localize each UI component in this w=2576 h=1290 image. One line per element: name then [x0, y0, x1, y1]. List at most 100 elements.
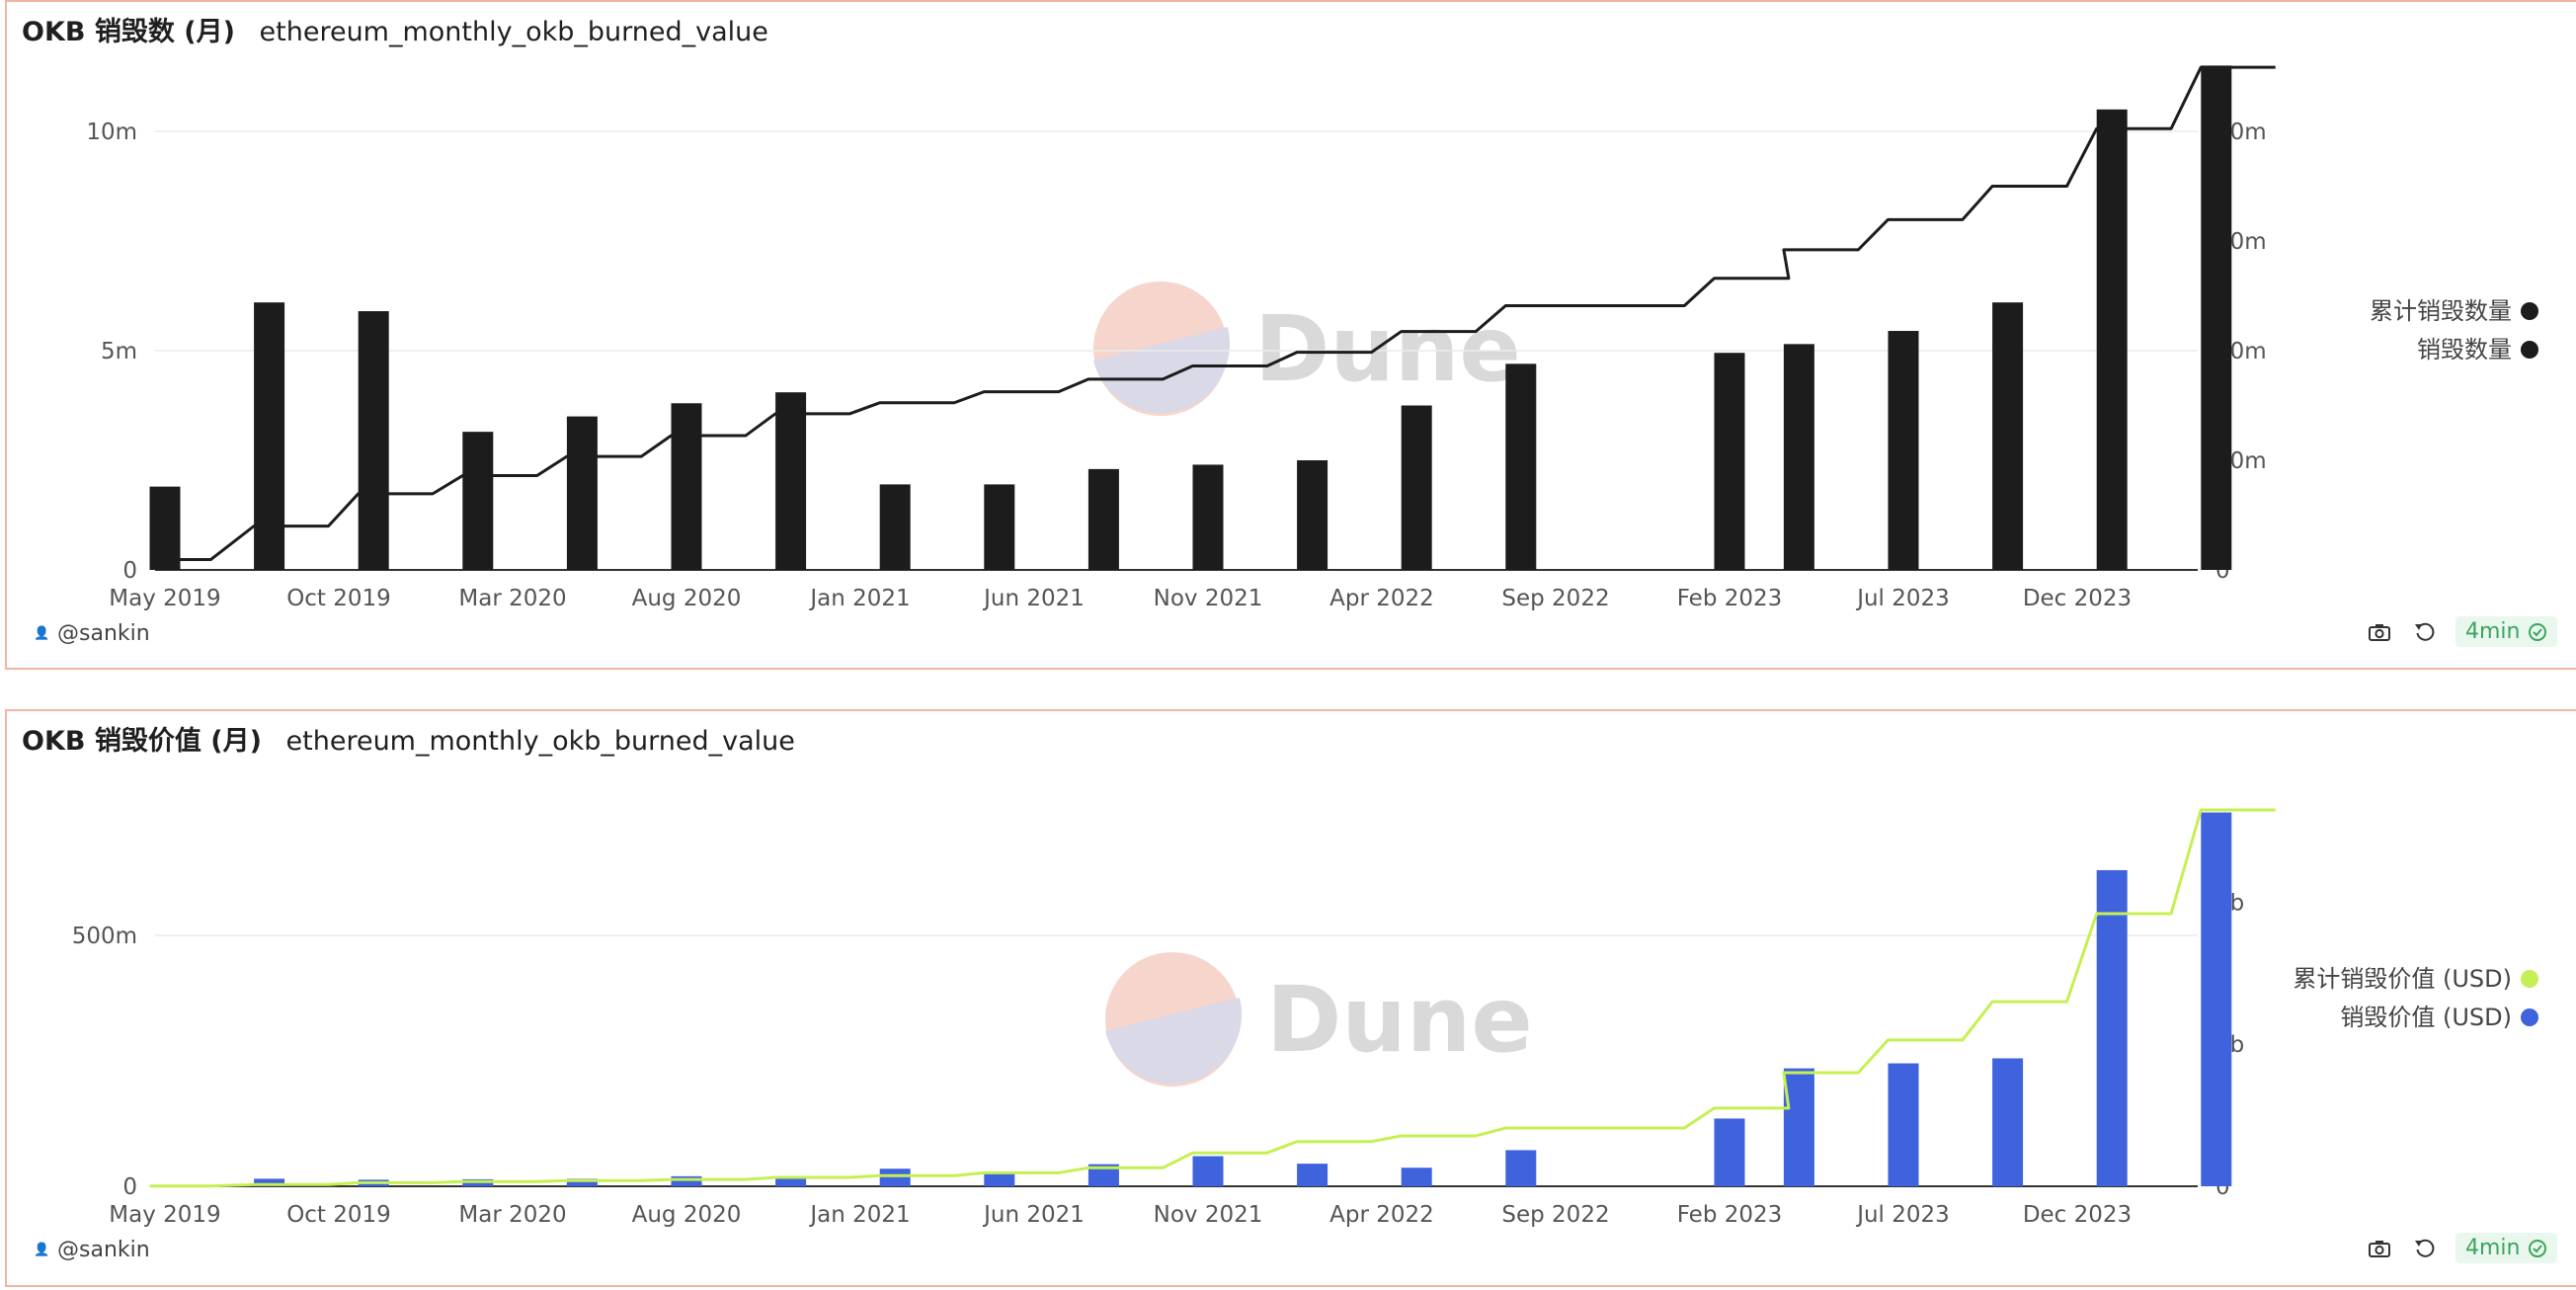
x-tick-label: Aug 2020 — [632, 586, 742, 611]
check-circle-icon — [2529, 1239, 2547, 1257]
author-name: @sankin — [57, 1238, 150, 1262]
x-tick-label: Feb 2023 — [1677, 1202, 1783, 1228]
bar — [2096, 869, 2128, 1186]
legend-label: 销毁价值 (USD) — [2340, 1004, 2512, 1031]
bar — [984, 1172, 1015, 1186]
x-tick-label: Oct 2019 — [286, 1202, 391, 1228]
chart-title: OKB 销毁数 (月) — [22, 17, 235, 47]
legend-label: 累计销毁价值 (USD) — [2293, 965, 2512, 993]
x-tick-label: Jun 2021 — [982, 586, 1085, 611]
bar — [2201, 65, 2232, 571]
y-left-tick-label: 0 — [122, 558, 137, 584]
camera-icon[interactable] — [2365, 617, 2394, 647]
x-tick-label: Nov 2021 — [1154, 586, 1263, 611]
chart-panel-burned-value: OKB 销毁价值 (月) ethereum_monthly_okb_burned… — [5, 709, 2576, 1287]
panel-actions: 4min — [2365, 616, 2558, 647]
x-tick-label: May 2019 — [109, 1202, 220, 1228]
legend-swatch — [2521, 341, 2538, 359]
freshness-text: 4min — [2465, 1236, 2521, 1260]
author-name: @sankin — [57, 621, 150, 646]
watermark-logo-shade — [1105, 998, 1243, 1085]
check-circle-icon — [2529, 622, 2547, 641]
bar — [254, 302, 285, 570]
chart-subtitle: ethereum_monthly_okb_burned_value — [259, 17, 768, 47]
chart-title: OKB 销毁价值 (月) — [22, 726, 262, 757]
x-tick-label: May 2019 — [109, 586, 220, 611]
freshness-badge: 4min — [2455, 1233, 2558, 1263]
bar — [1888, 331, 1919, 570]
x-tick-label: Jan 2021 — [808, 586, 910, 611]
bar — [2096, 109, 2128, 571]
legend-swatch — [2521, 1008, 2538, 1026]
bar — [149, 486, 181, 570]
bar — [671, 1175, 702, 1186]
bar — [1192, 464, 1224, 570]
bar — [2201, 812, 2232, 1186]
bar — [879, 484, 911, 570]
bar — [358, 311, 389, 570]
refresh-icon[interactable] — [2410, 1234, 2440, 1263]
legend-label: 累计销毁数量 — [2370, 297, 2512, 325]
series-line — [149, 808, 2276, 1188]
chart-subtitle: ethereum_monthly_okb_burned_value — [285, 726, 795, 757]
bar — [1087, 1164, 1119, 1186]
bar — [984, 484, 1015, 570]
bar — [775, 1175, 807, 1186]
author-link[interactable]: 👤 @sankin — [34, 1238, 150, 1262]
y-left-tick-label: 500m — [72, 924, 137, 949]
bar — [1505, 1150, 1537, 1186]
bar — [566, 1178, 598, 1186]
x-tick-label: Sep 2022 — [1501, 586, 1609, 611]
bar — [1992, 1058, 2024, 1186]
dune-watermark: Dune — [1093, 282, 1521, 416]
bar — [254, 1178, 285, 1186]
watermark-logo-shade — [1093, 327, 1231, 414]
bar — [1783, 1068, 1814, 1186]
bar — [1192, 1156, 1224, 1186]
dune-watermark: Dune — [1105, 952, 1533, 1087]
refresh-icon[interactable] — [2410, 617, 2440, 647]
watermark-text: Dune — [1254, 296, 1521, 402]
camera-icon[interactable] — [2365, 1234, 2394, 1263]
legend-label: 销毁数量 — [2417, 336, 2512, 363]
bar — [1505, 363, 1537, 570]
y-left-tick-label: 5m — [101, 339, 137, 364]
freshness-badge: 4min — [2455, 616, 2558, 647]
legend: 累计销毁价值 (USD) 销毁价值 (USD) — [2293, 965, 2538, 1031]
bar — [1992, 302, 2024, 570]
x-tick-label: Jul 2023 — [1855, 1202, 1950, 1228]
x-tick-label: Mar 2020 — [458, 586, 566, 611]
bar — [1888, 1063, 1919, 1186]
avatar-icon: 👤 — [34, 1242, 50, 1257]
chart-panel-burned-amount: OKB 销毁数 (月) ethereum_monthly_okb_burned_… — [5, 0, 2576, 670]
legend-swatch — [2521, 302, 2538, 320]
x-tick-label: Feb 2023 — [1677, 586, 1783, 611]
bar — [879, 1169, 911, 1186]
avatar-icon: 👤 — [34, 625, 50, 641]
panel-actions: 4min — [2365, 1233, 2558, 1263]
author-link[interactable]: 👤 @sankin — [34, 621, 150, 646]
bar — [566, 416, 598, 570]
bar — [1297, 460, 1328, 570]
x-tick-label: Jun 2021 — [982, 1202, 1085, 1228]
bar — [1714, 353, 1745, 570]
series-line — [149, 65, 2276, 561]
bar — [1783, 344, 1814, 570]
x-tick-label: Jul 2023 — [1855, 586, 1950, 611]
x-tick-label: Apr 2022 — [1329, 1202, 1434, 1228]
x-tick-label: Nov 2021 — [1154, 1202, 1263, 1228]
bar — [775, 392, 807, 570]
x-tick-label: Oct 2019 — [286, 586, 391, 611]
x-tick-label: Apr 2022 — [1329, 586, 1434, 611]
bar — [671, 403, 702, 570]
x-tick-label: Aug 2020 — [632, 1202, 742, 1228]
legend-swatch — [2521, 970, 2538, 988]
bar — [1714, 1118, 1745, 1186]
panel-title: OKB 销毁价值 (月) ethereum_monthly_okb_burned… — [22, 719, 795, 758]
y-left-tick-label: 0 — [122, 1174, 137, 1200]
y-left-tick-label: 10m — [86, 120, 137, 145]
freshness-text: 4min — [2465, 619, 2521, 644]
